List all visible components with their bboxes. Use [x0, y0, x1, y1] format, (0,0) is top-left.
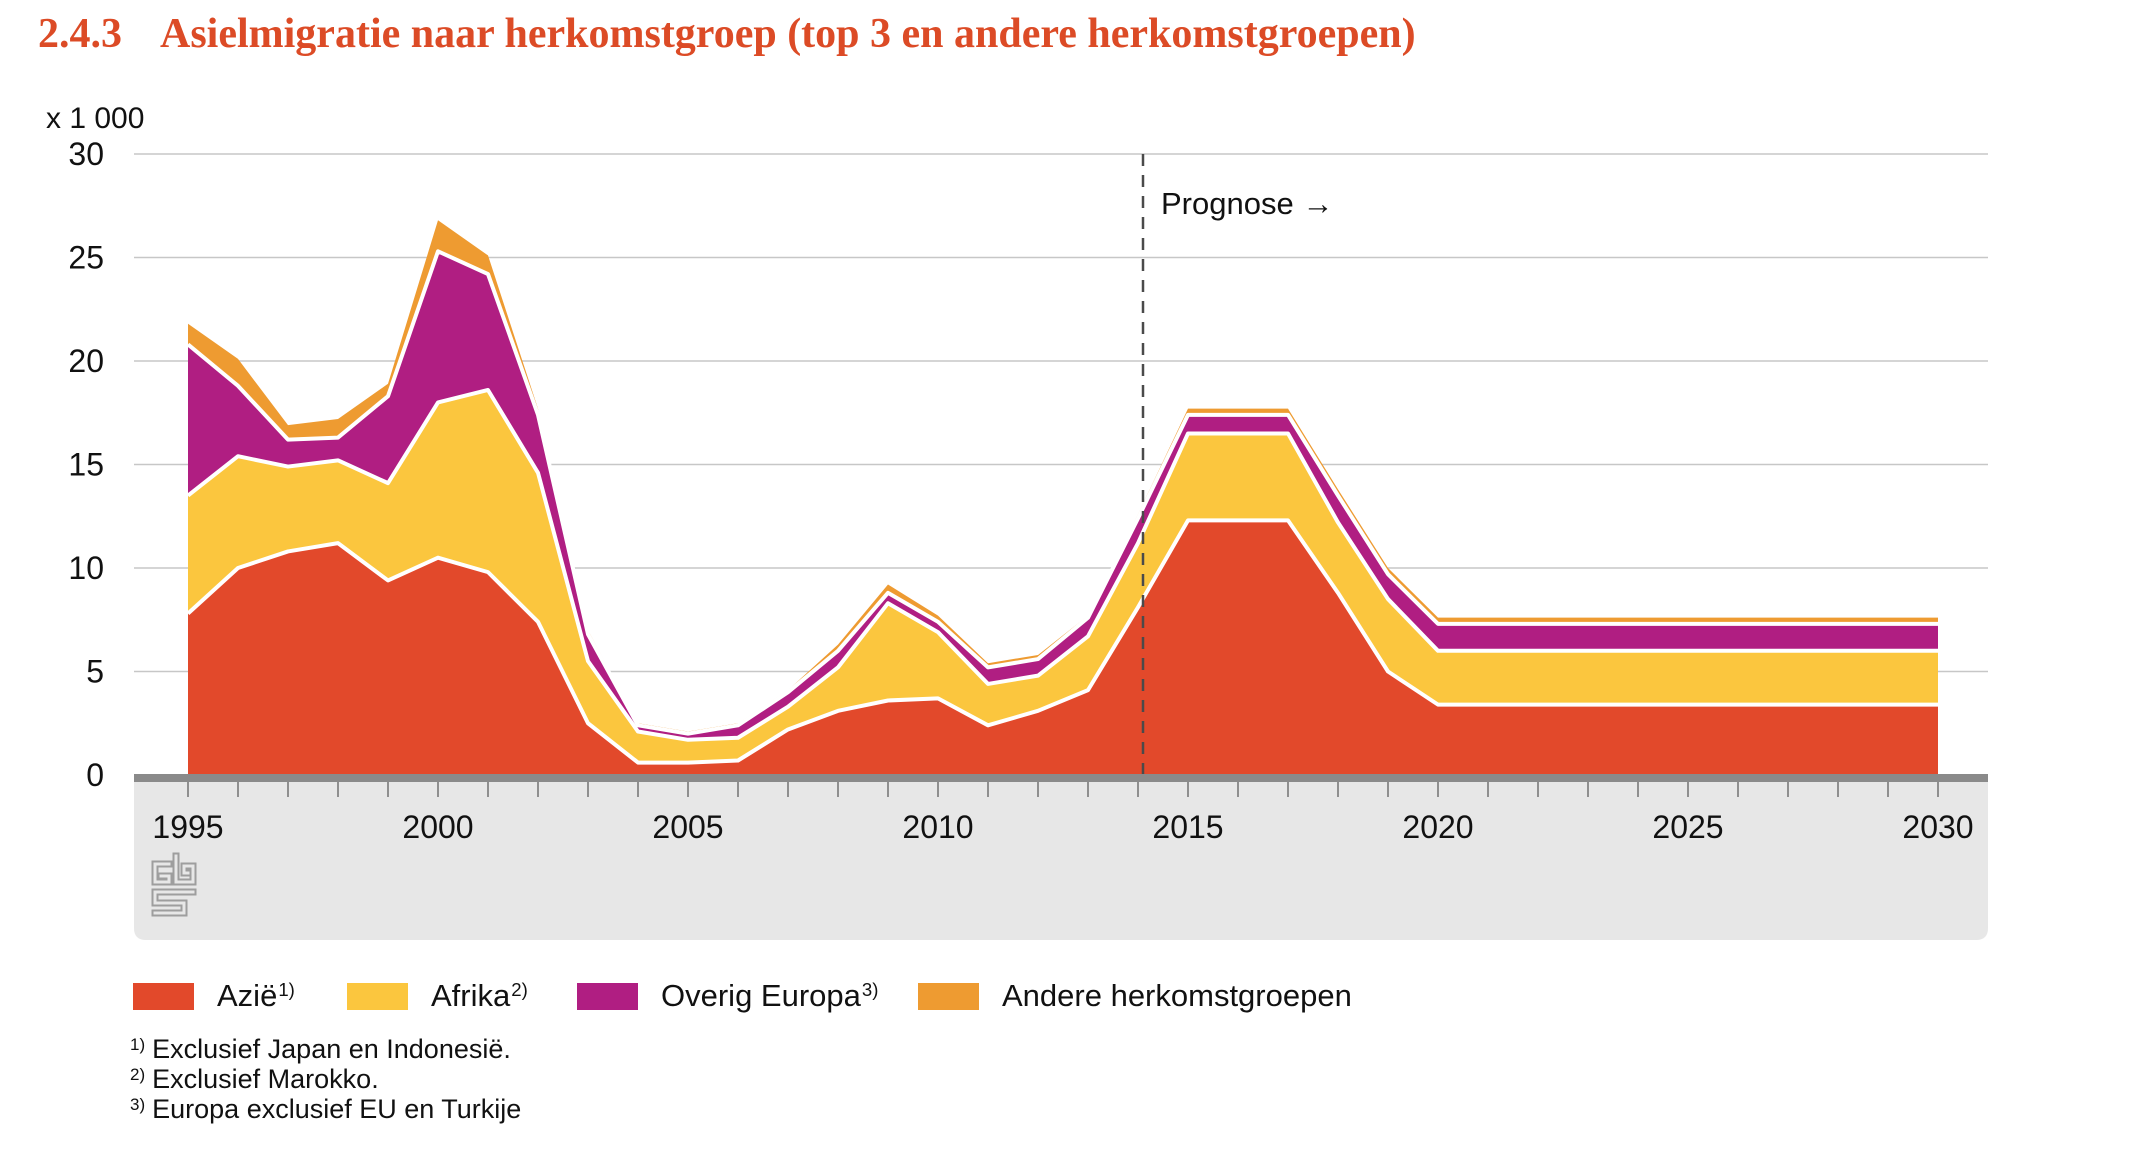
x-axis-band [134, 782, 1988, 940]
legend-swatch [133, 982, 194, 1010]
figure-title: Asielmigratie naar herkomstgroep (top 3 … [160, 11, 1416, 57]
legend-label: Azië1) [217, 978, 295, 1013]
footnote-text: Exclusief Marokko. [152, 1064, 379, 1094]
legend-item: Azië1) [133, 978, 295, 1013]
footnote: 3) Europa exclusief EU en Turkije [130, 1094, 522, 1126]
footnote-marker: 2) [130, 1065, 146, 1084]
series-boundary-line [186, 518, 1938, 765]
legend-item: Overig Europa3) [577, 978, 879, 1013]
footnote-marker: 3) [130, 1095, 146, 1114]
series-boundary-line [186, 387, 1938, 742]
area-overig-europa [188, 251, 1938, 740]
footnote: 1) Exclusief Japan en Indonesië. [130, 1034, 521, 1066]
legend-label: Andere herkomstgroepen [1002, 978, 1352, 1013]
y-axis-label: 5 [86, 654, 104, 690]
footnote: 2) Exclusief Marokko. [130, 1064, 521, 1096]
legend-swatch [577, 982, 638, 1010]
x-axis-label: 2020 [1402, 809, 1473, 845]
x-axis-label: 2030 [1902, 809, 1973, 845]
y-axis-label: 10 [68, 550, 104, 586]
series-boundary-line [186, 249, 1938, 736]
x-axis-label: 2005 [652, 809, 723, 845]
legend-footnote-marker: 1) [278, 978, 295, 1000]
x-axis-label: 2000 [402, 809, 473, 845]
y-axis-label: 0 [86, 757, 104, 793]
figure-number: 2.4.3 [38, 11, 122, 57]
legend-item: Afrika2) [347, 978, 528, 1013]
legend-label: Overig Europa3) [661, 978, 879, 1013]
y-axis-unit-label: x 1 000 [46, 102, 145, 135]
legend-footnote-marker: 2) [511, 978, 528, 1000]
x-axis-label: 2025 [1652, 809, 1723, 845]
y-axis-label: 20 [68, 343, 104, 379]
legend-swatch [918, 982, 979, 1010]
legend-item: Andere herkomstgroepen [918, 978, 1352, 1013]
legend-footnote-marker: 3) [861, 978, 879, 1000]
y-axis-label: 30 [68, 136, 104, 172]
figure-header: 2.4.3 Asielmigratie naar herkomstgroep (t… [38, 10, 1416, 58]
x-axis-label: 2010 [902, 809, 973, 845]
footnotes: 1) Exclusief Japan en Indonesië. 2) Exclusi… [130, 1034, 522, 1126]
area-azi- [188, 520, 1938, 775]
legend-label: Afrika2) [431, 978, 528, 1013]
x-axis-bar [134, 774, 1988, 782]
x-axis-label: 1995 [152, 809, 223, 845]
footnote-marker: 1) [130, 1035, 146, 1054]
footnote-text: Exclusief Japan en Indonesië. [152, 1034, 511, 1064]
y-axis-label: 25 [68, 240, 104, 276]
cbs-logo [151, 852, 197, 917]
footnote-text: Europa exclusief EU en Turkije [152, 1094, 522, 1124]
y-axis-label: 15 [68, 447, 104, 483]
area-afrika [188, 389, 1938, 763]
x-axis-label: 2015 [1152, 809, 1223, 845]
forecast-label: Prognose → [1161, 186, 1334, 221]
legend-swatch [347, 982, 408, 1010]
